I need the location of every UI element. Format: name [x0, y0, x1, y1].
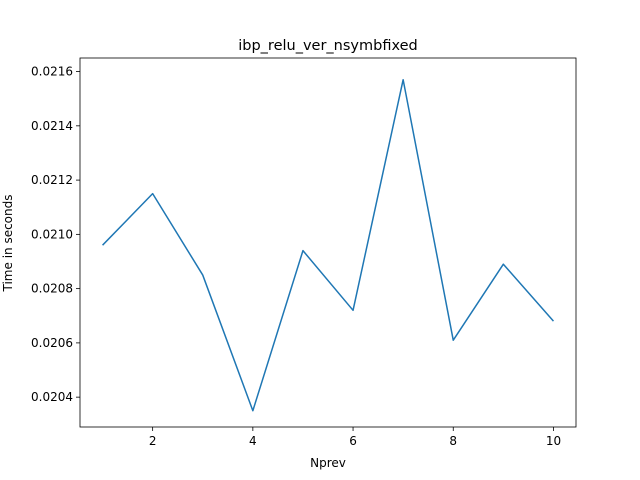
x-tick-label: 6 [349, 434, 357, 448]
series-line-0 [102, 78, 555, 412]
y-tick-label: 0.0210 [31, 227, 73, 241]
y-tick-label: 0.0206 [31, 336, 73, 350]
x-tick-label: 10 [546, 434, 561, 448]
y-tick-label: 0.0212 [31, 173, 73, 187]
x-axis-label: Nprev [310, 456, 346, 470]
x-tick-label: 2 [149, 434, 157, 448]
y-tick-label: 0.0214 [31, 119, 73, 133]
plot-frame [79, 57, 577, 428]
x-tick-label: 4 [249, 434, 257, 448]
y-tick-label: 0.0204 [31, 390, 73, 404]
y-tick-label: 0.0216 [31, 65, 73, 79]
chart-title: ibp_relu_ver_nsymbfixed [238, 38, 417, 54]
plot-area: 2 4 6 8 10 0.0204 0.0206 0.0208 0.0210 0.0212 0.02… [31, 57, 577, 448]
y-axis-label: Time in seconds [1, 195, 15, 293]
x-tick-label: 8 [449, 434, 457, 448]
y-tick-label: 0.0208 [31, 282, 73, 296]
